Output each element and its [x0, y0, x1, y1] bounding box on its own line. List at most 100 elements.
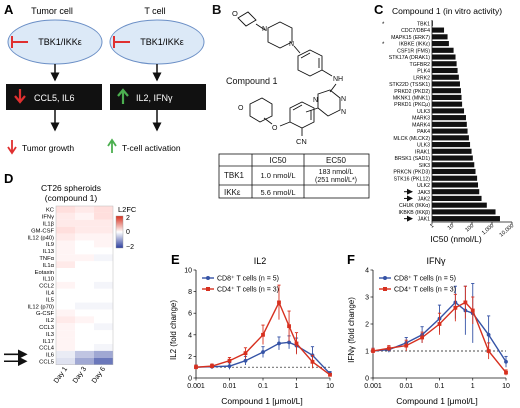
heatmap-cell — [56, 233, 75, 241]
data-point — [504, 370, 508, 375]
heatmap-cell — [75, 316, 94, 324]
kinase-label: IKBKB (IKKβ) — [398, 210, 430, 216]
heatmap-cell — [56, 302, 75, 310]
x-tick-label: 0.1 — [435, 383, 445, 390]
atom-label: N — [341, 96, 346, 103]
outcome-down-arrow — [7, 140, 17, 155]
kinase-label: JAK1 — [418, 217, 431, 223]
kinase-label: IKBKE (IKKε) — [399, 42, 430, 48]
panel-a: A Tumor cell T cell TBK1/IKKε TBK1/IKKε … — [4, 2, 206, 155]
kinase-label: MKNK1 (MNK1) — [393, 96, 430, 102]
atom-label: N — [262, 26, 267, 33]
tumor-cytokine-box — [6, 84, 102, 110]
data-point — [227, 364, 232, 369]
outcome-up-arrow — [107, 138, 117, 153]
kinase-bar — [432, 168, 476, 175]
heatmap-cell — [94, 275, 113, 282]
data-point — [210, 364, 214, 369]
x-tick-label: 0.001 — [364, 383, 382, 390]
legend-marker — [383, 276, 387, 280]
heatmap-cell — [94, 219, 113, 227]
tumor-kinase-label: TBK1/IKKε — [38, 37, 82, 47]
chart-title: IL2 — [254, 256, 267, 266]
x-axis-label: IC50 (nmol/L) — [430, 234, 482, 244]
heatmap-cell — [56, 309, 75, 317]
series-line — [195, 300, 331, 376]
heatmap-row-label: IL9 — [46, 242, 54, 248]
heatmap-row-label: TNFα — [39, 256, 54, 262]
heatmap-cell — [94, 268, 113, 275]
panel-e: E IL2 0 2 4 6 8 10 0.001 0.01 0.1 1 10 CD8⁺ T cells… — [169, 252, 334, 406]
heatmap-row-label: IL12 (p40) — [28, 235, 54, 241]
heatmap-cell — [56, 357, 75, 365]
piperazine-ring: N N — [255, 21, 294, 49]
kinase-bar — [432, 67, 458, 74]
data-point — [287, 340, 291, 345]
heatmap-cell — [75, 288, 94, 296]
kinase-bar — [432, 175, 478, 181]
heatmap-cell — [94, 281, 113, 289]
series-line — [195, 341, 331, 375]
heatmap-cell — [75, 344, 94, 351]
table-header-ic50: IC50 — [270, 156, 287, 165]
data-point — [261, 350, 265, 354]
heatmap-row-label: IL1β — [43, 222, 55, 228]
heatmap-cell — [56, 219, 75, 227]
kinase-label: JAK2 — [418, 197, 431, 203]
heatmap-subtitle: (compound 1) — [45, 193, 98, 203]
data-point — [287, 324, 291, 329]
star-mark: * — [382, 22, 385, 28]
heatmap-cell — [56, 247, 75, 255]
legend-title: L2FC — [118, 205, 137, 214]
y-tick-label: 1 — [365, 349, 369, 356]
kinase-label: MARK3 — [412, 116, 430, 122]
data-point — [463, 300, 468, 305]
kinase-bar — [432, 209, 496, 215]
kinase-label: LRRK2 — [413, 75, 430, 81]
heatmap-cell — [56, 281, 75, 289]
kinase-bar — [432, 182, 479, 188]
compound-label: Compound 1 — [226, 76, 278, 86]
kinase-bar — [432, 128, 468, 134]
kinase-bar — [432, 27, 445, 33]
kinase-bar — [432, 74, 459, 80]
kinase-label: STK16 (PKL12) — [394, 176, 431, 182]
kinase-label: BRSK1 (SAD1) — [395, 156, 431, 162]
heatmap-cell — [94, 323, 113, 331]
kinase-bar — [432, 115, 466, 121]
tcell-cytokines: IL2, IFNγ — [136, 93, 173, 103]
heatmap-cell — [56, 206, 75, 213]
heatmap-cell — [56, 254, 75, 262]
kinase-label: TGFBR2 — [410, 62, 431, 68]
series-line — [372, 301, 507, 374]
heatmap-cell — [56, 295, 75, 303]
heatmap-row-label: IFNγ — [42, 215, 54, 221]
tumor-cytokines: CCL5, IL6 — [34, 93, 75, 103]
kinase-label: IRAK1 — [415, 149, 430, 155]
panel-d: D CT26 spheroids (compound 1) KCIFNγIL1β… — [4, 171, 137, 385]
tumor-outcome: Tumor growth — [22, 143, 74, 153]
data-point — [420, 335, 425, 340]
kinase-label: MARK4 — [412, 122, 430, 128]
data-point — [437, 322, 442, 326]
kinase-label: PLK4 — [417, 69, 430, 75]
legend-gradient — [115, 215, 124, 249]
y-tick-label: 6 — [188, 311, 192, 318]
data-point — [261, 332, 265, 337]
heatmap-cell — [94, 212, 113, 220]
y-tick-label: 3 — [365, 295, 369, 302]
data-point — [328, 372, 332, 377]
tumor-cell-title: Tumor cell — [31, 6, 73, 16]
kinase-bar — [432, 61, 457, 67]
heatmap-row-label: CCL5 — [39, 360, 54, 366]
panel-b: B O N N NH Compound 1 N N N — [212, 2, 370, 199]
il2-line-chart: 0 2 4 6 8 10 0.001 0.01 0.1 1 10 CD8⁺ T cells (n = … — [184, 268, 334, 391]
heatmap-column-label: Day 3 — [72, 366, 88, 385]
y-tick-label: 2 — [365, 322, 369, 329]
kinase-label: CSF1R (FMS) — [397, 48, 430, 54]
heatmap-cell — [94, 350, 113, 358]
heatmap-cell — [56, 261, 75, 269]
heatmap-cell — [56, 350, 75, 358]
legend-marker — [206, 287, 210, 291]
